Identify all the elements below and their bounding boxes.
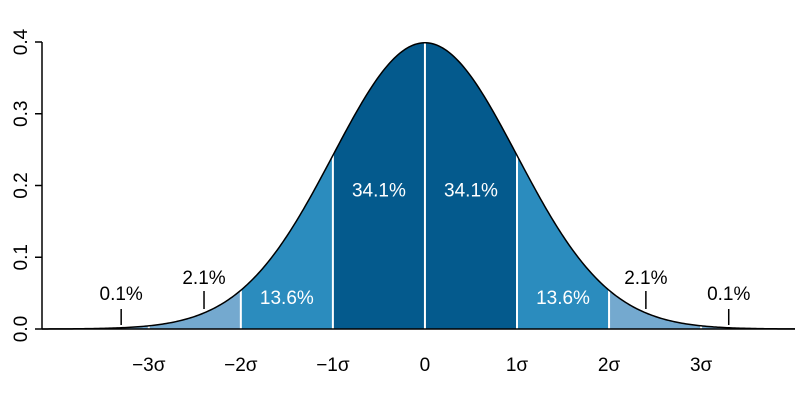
share-label: 0.1%: [100, 284, 143, 305]
x-tick-label: −2σ: [224, 355, 258, 376]
y-tick-label: 0.1: [11, 244, 32, 270]
share-label: 2.1%: [624, 268, 667, 289]
share-label: 13.6%: [536, 288, 590, 309]
x-tick-label: 2σ: [598, 355, 621, 376]
x-tick-label: 0: [420, 355, 431, 376]
band-area: [609, 290, 702, 329]
band-area: [148, 290, 241, 329]
y-tick-label: 0.2: [11, 172, 32, 198]
share-label: 0.1%: [707, 284, 750, 305]
x-tick-label: 3σ: [690, 355, 713, 376]
y-tick-label: 0.4: [11, 28, 32, 55]
y-tick-label: 0.0: [11, 316, 32, 342]
y-tick-label: 0.3: [11, 101, 32, 127]
x-tick-label: 1σ: [506, 355, 529, 376]
share-label: 2.1%: [182, 268, 225, 289]
x-tick-label: −1σ: [316, 355, 350, 376]
share-label: 13.6%: [260, 288, 314, 309]
share-label: 34.1%: [444, 181, 498, 202]
density-curve: [42, 42, 796, 330]
x-tick-label: −3σ: [132, 355, 166, 376]
share-label: 34.1%: [352, 181, 406, 202]
